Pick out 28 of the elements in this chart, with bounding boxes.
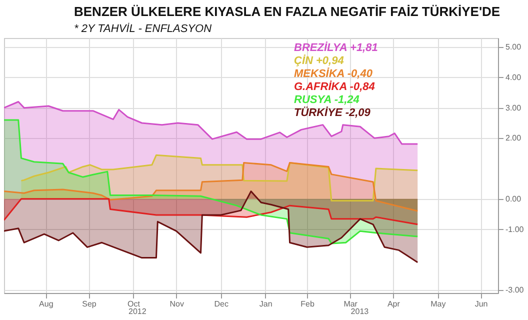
chart-subtitle: * 2Y TAHVİL - ENFLASYON bbox=[74, 22, 212, 35]
x-tick-label: Oct bbox=[128, 300, 141, 308]
chart-title: BENZER ÜLKELERE KIYASLA EN FAZLA NEGATİF FAİZ TÜRKİYE'DE bbox=[74, 4, 500, 19]
text: ÇİN +0,94 bbox=[294, 54, 344, 67]
x-tick-label: May bbox=[430, 300, 446, 308]
text: BREZİLYA +1,81 bbox=[294, 41, 378, 54]
text: MEKSİKA -0,40 bbox=[294, 67, 374, 80]
y-tick-label: -1.00 bbox=[506, 224, 524, 234]
y-tick-label: 0.00 bbox=[506, 194, 522, 204]
text: RUSYA -1,24 bbox=[294, 94, 360, 106]
x-tick-label: Feb bbox=[300, 300, 315, 308]
x-tick-label: Nov bbox=[170, 300, 184, 308]
text: 2012 bbox=[128, 307, 147, 316]
x-tick-label: Jan bbox=[259, 300, 272, 308]
x-tick-label: Apr bbox=[387, 300, 400, 308]
text: G.AFRİKA -0,84 bbox=[294, 80, 375, 93]
x-tick-label: Jun bbox=[474, 300, 488, 308]
text: 2013 bbox=[350, 307, 370, 316]
x-tick-label: Aug bbox=[39, 300, 54, 308]
y-tick-label: 2.00 bbox=[506, 134, 522, 143]
x-tick-label: Mar bbox=[344, 300, 358, 308]
x-tick-label: Sep bbox=[82, 300, 97, 308]
x-tick-label: Dec bbox=[214, 300, 228, 308]
y-tick-label: -3.00 bbox=[506, 285, 524, 294]
y-tick-label: 5.00 bbox=[506, 42, 522, 52]
y-tick-label: 3.00 bbox=[506, 103, 522, 112]
text: TÜRKİYE -2,09 bbox=[294, 106, 372, 119]
y-tick-label: 4.00 bbox=[506, 72, 522, 82]
